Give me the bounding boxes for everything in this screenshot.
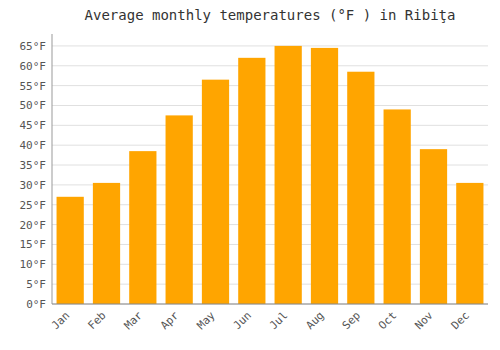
grid-line — [52, 45, 488, 46]
grid-line — [52, 145, 488, 146]
bar — [166, 115, 193, 304]
bar — [93, 183, 120, 304]
x-tick-label: Jul — [267, 309, 290, 332]
bar — [202, 80, 229, 304]
x-tick-label: Sep — [340, 309, 363, 332]
y-tick-label: 0°F — [26, 298, 46, 311]
grid-line — [52, 304, 488, 305]
bar — [238, 58, 265, 304]
x-tick-label: Nov — [412, 309, 436, 333]
chart-svg: Average monthly temperatures (°F ) in Ri… — [0, 0, 500, 350]
chart-title: Average monthly temperatures (°F ) in Ri… — [85, 7, 456, 23]
grid — [52, 46, 488, 304]
y-tick-label: 15°F — [20, 238, 47, 251]
bar — [456, 183, 483, 304]
y-tick-label: 10°F — [20, 258, 47, 271]
x-axis-line — [52, 304, 488, 305]
x-axis: Jan Feb Mar Apr May Jun Jul Aug Sep Oct Nov Dec — [49, 304, 488, 332]
x-tick-label: Aug — [303, 309, 326, 332]
x-tick-label: Dec — [449, 309, 472, 332]
y-tick-label: 60°F — [20, 60, 47, 73]
x-tick-label: Jan — [49, 309, 72, 332]
y-tick-label: 45°F — [20, 119, 47, 132]
bar — [347, 72, 374, 304]
bar — [420, 149, 447, 304]
x-tick-label: Oct — [376, 309, 399, 332]
x-tick-label: Apr — [158, 309, 182, 333]
y-tick-label: 20°F — [20, 219, 47, 232]
y-tick-label: 50°F — [20, 99, 47, 112]
bar — [384, 109, 411, 304]
x-tick-label: Jun — [231, 309, 254, 332]
x-tick-label: May — [194, 309, 218, 333]
bar — [311, 48, 338, 304]
bar — [57, 197, 84, 304]
y-axis-line — [52, 34, 53, 304]
y-tick-label: 25°F — [20, 199, 47, 212]
x-tick-label: Mar — [122, 309, 146, 333]
bar — [275, 46, 302, 304]
y-tick-label: 55°F — [20, 80, 47, 93]
bar — [129, 151, 156, 304]
y-tick-label: 40°F — [20, 139, 47, 152]
y-tick-label: 35°F — [20, 159, 47, 172]
grid-line — [52, 65, 488, 66]
grid-line — [52, 85, 488, 86]
y-tick-label: 5°F — [26, 278, 46, 291]
chart-container: Average monthly temperatures (°F ) in Ri… — [0, 0, 500, 350]
y-tick-label: 65°F — [20, 40, 47, 53]
bars — [57, 46, 484, 304]
grid-line — [52, 125, 488, 126]
grid-line — [52, 105, 488, 106]
y-tick-label: 30°F — [20, 179, 47, 192]
x-tick-label: Feb — [85, 309, 108, 332]
y-axis: 0°F 5°F 10°F 15°F 20°F 25°F 30°F 35°F 40°F 45°F 50… — [20, 34, 53, 311]
